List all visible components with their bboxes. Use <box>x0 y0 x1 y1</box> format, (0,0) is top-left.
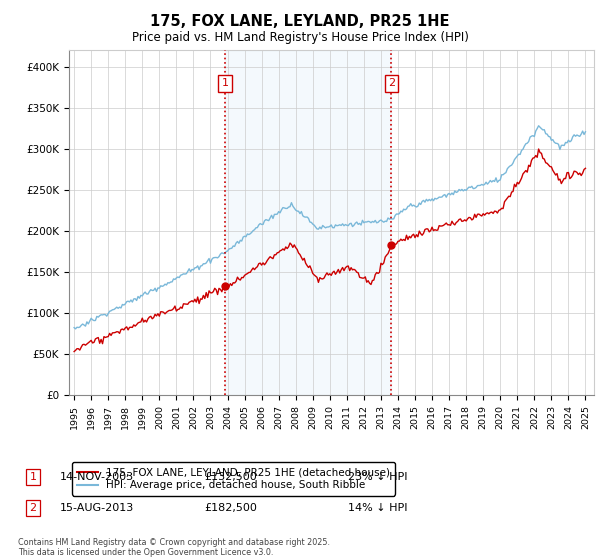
Bar <box>226 50 391 395</box>
Text: Price paid vs. HM Land Registry's House Price Index (HPI): Price paid vs. HM Land Registry's House … <box>131 31 469 44</box>
Legend: 175, FOX LANE, LEYLAND, PR25 1HE (detached house), HPI: Average price, detached : 175, FOX LANE, LEYLAND, PR25 1HE (detach… <box>71 462 395 496</box>
Text: 1: 1 <box>222 78 229 88</box>
Text: 14% ↓ HPI: 14% ↓ HPI <box>348 503 407 513</box>
Text: Contains HM Land Registry data © Crown copyright and database right 2025.
This d: Contains HM Land Registry data © Crown c… <box>18 538 330 557</box>
Text: 15-AUG-2013: 15-AUG-2013 <box>60 503 134 513</box>
Text: 2: 2 <box>29 503 37 513</box>
Text: 1: 1 <box>29 472 37 482</box>
Text: 14-NOV-2003: 14-NOV-2003 <box>60 472 134 482</box>
Text: 2: 2 <box>388 78 395 88</box>
Text: 23% ↓ HPI: 23% ↓ HPI <box>348 472 407 482</box>
Text: £132,500: £132,500 <box>204 472 257 482</box>
Text: £182,500: £182,500 <box>204 503 257 513</box>
Text: 175, FOX LANE, LEYLAND, PR25 1HE: 175, FOX LANE, LEYLAND, PR25 1HE <box>150 14 450 29</box>
